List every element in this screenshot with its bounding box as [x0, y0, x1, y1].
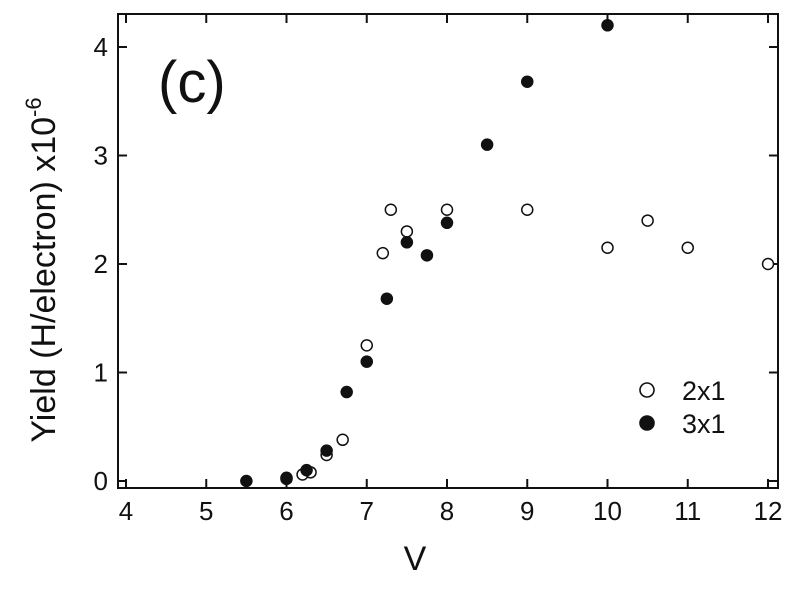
- y-axis-title-exponent: -6: [21, 97, 46, 117]
- y-tick-label: 1: [94, 358, 108, 388]
- data-point-3x1: [400, 236, 414, 249]
- data-point-2x1: [384, 203, 398, 216]
- data-point-2x1: [400, 225, 414, 238]
- x-tick-label: 8: [440, 496, 454, 526]
- x-axis-title: V: [404, 540, 427, 578]
- data-point-2x1: [521, 203, 534, 216]
- legend-label-3x1: 3x1: [682, 409, 726, 439]
- data-point-2x1: [641, 214, 654, 227]
- x-tick-label: 9: [520, 496, 534, 526]
- data-point-3x1: [240, 474, 253, 488]
- y-tick-label: 4: [94, 32, 108, 62]
- data-point-3x1: [300, 463, 313, 477]
- data-point-3x1: [320, 444, 333, 457]
- data-point-2x1: [336, 433, 349, 447]
- legend-marker-2x1: [639, 382, 655, 398]
- y-tick-label: 3: [94, 141, 108, 171]
- legend-label-2x1: 2x1: [682, 376, 726, 406]
- data-point-3x1: [521, 75, 534, 88]
- y-axis-ticks: 0 1 2 3 4: [94, 32, 778, 496]
- x-tick-label: 6: [279, 496, 293, 526]
- y-tick-label: 2: [94, 249, 108, 279]
- x-tick-label: 4: [119, 496, 133, 526]
- data-point-3x1: [280, 471, 293, 484]
- x-tick-label: 7: [360, 496, 374, 526]
- y-tick-label: 0: [94, 466, 108, 496]
- y-axis-title: Yield (H/electron) x10-6: [21, 97, 63, 442]
- data-point-2x1: [681, 241, 694, 254]
- data-point-2x1: [601, 241, 614, 254]
- data-point-3x1: [340, 385, 353, 399]
- data-point-2x1: [761, 257, 775, 271]
- data-point-2x1: [360, 339, 373, 352]
- x-axis-ticks: 4 5 6 7 8 9 10 11 12: [119, 14, 783, 526]
- data-point-3x1: [380, 292, 394, 305]
- data-point-2x1: [440, 203, 454, 216]
- data-point-2x1: [376, 246, 390, 260]
- x-tick-label: 10: [593, 496, 622, 526]
- panel-label: (c): [158, 50, 226, 115]
- legend-marker-3x1: [639, 415, 655, 431]
- data-point-3x1: [480, 138, 494, 151]
- x-tick-label: 5: [199, 496, 213, 526]
- x-tick-label: 12: [754, 496, 783, 526]
- data-points: [240, 19, 775, 488]
- legend: 2x1 3x1: [639, 376, 726, 439]
- data-point-3x1: [360, 355, 373, 368]
- data-point-3x1: [601, 19, 614, 32]
- x-tick-label: 11: [674, 496, 701, 526]
- y-axis-title-main: Yield (H/electron) x10: [25, 117, 63, 443]
- data-point-3x1: [420, 249, 434, 262]
- data-point-3x1: [440, 216, 454, 230]
